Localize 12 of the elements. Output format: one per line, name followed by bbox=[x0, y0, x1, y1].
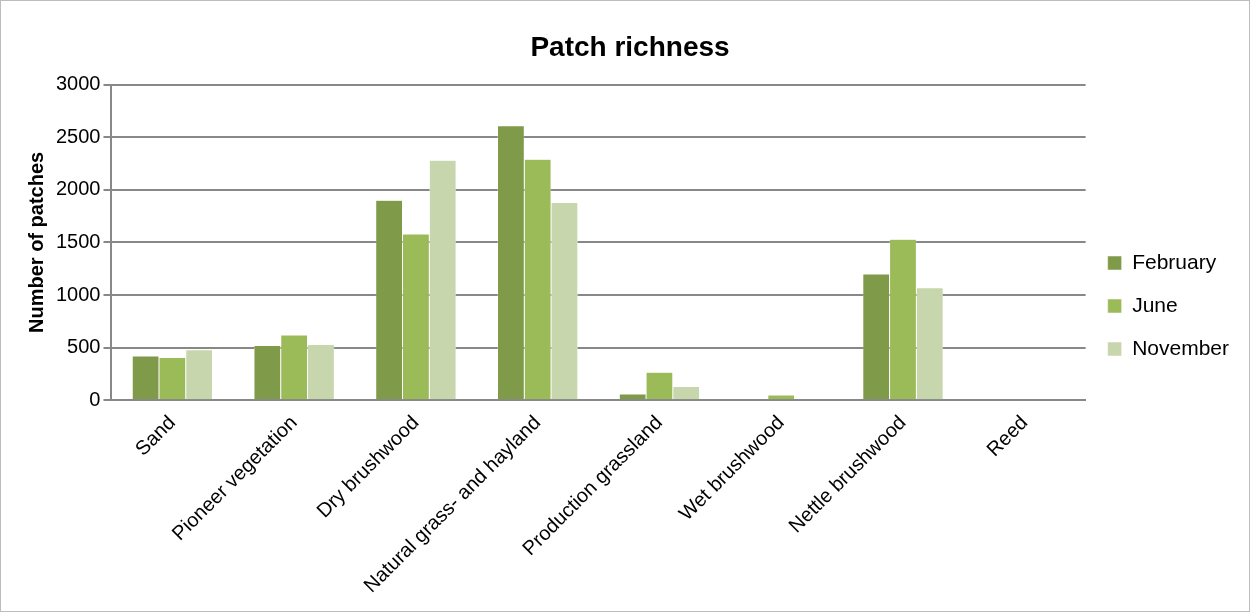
legend-label: November bbox=[1132, 335, 1230, 359]
y-tick-label: 1500 bbox=[55, 229, 101, 252]
legend-label: June bbox=[1132, 292, 1178, 316]
y-tick-label: 0 bbox=[89, 387, 101, 410]
y-tick-label: 1000 bbox=[55, 282, 101, 305]
y-tick-label: 2000 bbox=[55, 177, 101, 200]
y-tick-label: 500 bbox=[67, 335, 101, 358]
legend-label: February bbox=[1132, 249, 1217, 273]
y-axis-title: Number of patches bbox=[24, 151, 47, 333]
chart-title: Patch richness bbox=[530, 30, 730, 62]
y-tick-label: 2500 bbox=[55, 124, 101, 147]
y-tick-label: 3000 bbox=[55, 72, 101, 95]
